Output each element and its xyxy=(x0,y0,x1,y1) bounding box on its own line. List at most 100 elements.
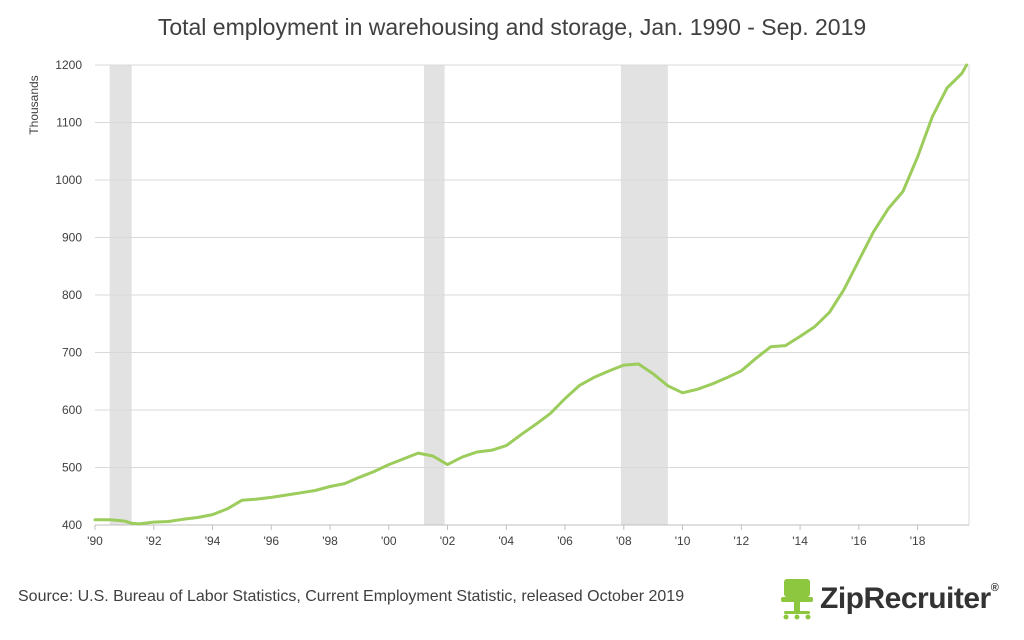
data-point xyxy=(255,497,258,501)
data-point xyxy=(519,433,523,436)
data-point xyxy=(965,63,968,67)
registered-mark: ® xyxy=(990,582,999,594)
data-point xyxy=(284,493,288,497)
data-point xyxy=(578,384,581,387)
logo-wordmark: ZipRecruiter® xyxy=(820,582,999,616)
data-point xyxy=(167,520,170,523)
source-note: Source: U.S. Bureau of Labor Statistics,… xyxy=(18,588,685,605)
x-tick-label-1990: '90 xyxy=(87,534,103,548)
data-point xyxy=(130,522,133,525)
x-tick-label-1992: '92 xyxy=(146,534,162,548)
data-point xyxy=(137,522,141,526)
data-point xyxy=(431,454,435,458)
data-point xyxy=(270,496,273,499)
data-point xyxy=(637,362,640,366)
data-point xyxy=(916,155,919,159)
data-point xyxy=(328,485,332,488)
data-point xyxy=(93,518,97,522)
y-tick-label-700: 700 xyxy=(62,346,82,360)
y-tick-label-400: 400 xyxy=(62,518,82,532)
data-point xyxy=(563,397,567,400)
data-point xyxy=(534,423,537,426)
series-layer xyxy=(93,63,969,526)
data-point xyxy=(828,311,831,314)
data-point xyxy=(769,345,772,348)
data-point xyxy=(813,325,816,328)
x-tick-label-1996: '96 xyxy=(263,534,279,548)
data-point xyxy=(622,363,626,367)
data-point xyxy=(299,491,302,494)
data-point xyxy=(945,86,949,90)
data-point xyxy=(857,259,861,262)
data-point xyxy=(681,391,684,394)
chair-icon xyxy=(781,579,813,620)
data-point xyxy=(754,357,758,360)
data-point xyxy=(798,335,802,338)
data-point xyxy=(108,518,111,522)
series-line-1 xyxy=(93,63,969,526)
x-tick-label-2018: '18 xyxy=(910,534,926,548)
y-tick-label-500: 500 xyxy=(62,461,82,475)
y-axis-title: Thousands xyxy=(27,75,41,134)
x-tick-label-1994: '94 xyxy=(205,534,221,548)
x-tick-label-2014: '14 xyxy=(792,534,808,548)
x-tick-label-2000: '00 xyxy=(381,534,397,548)
y-tick-label-900: 900 xyxy=(62,231,82,245)
tick-labels: 400 500 600 700 800 900 1000 1100 1200 '90 '92 '94 '… xyxy=(55,58,925,548)
data-point xyxy=(784,344,787,347)
data-point xyxy=(123,519,126,523)
data-point xyxy=(343,482,346,485)
x-tick-label-2012: '12 xyxy=(733,534,749,548)
data-point xyxy=(607,369,611,373)
data-point xyxy=(593,376,596,379)
data-point xyxy=(887,207,890,210)
data-point xyxy=(960,72,963,75)
x-tick-label-2002: '02 xyxy=(440,534,456,548)
data-point xyxy=(740,369,743,373)
data-point xyxy=(461,455,464,459)
data-point xyxy=(872,230,875,233)
x-tick-label-1998: '98 xyxy=(322,534,338,548)
y-tick-label-1000: 1000 xyxy=(55,173,82,187)
data-point xyxy=(402,457,405,461)
data-point xyxy=(651,372,655,375)
y-tick-label-800: 800 xyxy=(62,288,82,302)
data-point xyxy=(446,463,449,466)
y-tick-label-1100: 1100 xyxy=(56,116,82,130)
data-point xyxy=(696,388,699,391)
data-point xyxy=(931,115,934,118)
data-point xyxy=(240,499,244,502)
x-tick-label-2010: '10 xyxy=(675,534,691,548)
x-tick-label-2004: '04 xyxy=(498,534,514,548)
data-point xyxy=(901,190,905,193)
data-point xyxy=(358,476,361,479)
ziprecruiter-logo: ZipRecruiter® xyxy=(780,576,999,622)
chart-title: Total employment in warehousing and stor… xyxy=(157,14,867,40)
data-point xyxy=(725,376,728,379)
data-point xyxy=(314,489,317,492)
data-point xyxy=(666,384,670,388)
data-point xyxy=(211,513,214,516)
data-point xyxy=(387,463,390,466)
data-point xyxy=(416,451,420,455)
data-point xyxy=(475,450,479,454)
data-point xyxy=(710,382,714,386)
x-tick-label-2008: '08 xyxy=(616,534,632,548)
logo-text: ZipRecruiter xyxy=(820,582,991,615)
data-point xyxy=(490,449,493,452)
data-point xyxy=(372,470,376,473)
y-tick-label-1200: 1200 xyxy=(55,58,82,72)
y-tick-label-600: 600 xyxy=(62,403,82,417)
axes xyxy=(94,65,970,530)
data-point xyxy=(226,507,229,511)
data-point xyxy=(842,288,846,291)
x-tick-label-2016: '16 xyxy=(851,534,867,548)
x-tick-label-2006: '06 xyxy=(557,534,573,548)
data-point xyxy=(505,444,508,447)
data-point xyxy=(549,412,552,415)
data-point xyxy=(196,516,200,519)
gridlines xyxy=(95,64,969,468)
data-point xyxy=(181,518,185,521)
data-point xyxy=(152,520,155,524)
